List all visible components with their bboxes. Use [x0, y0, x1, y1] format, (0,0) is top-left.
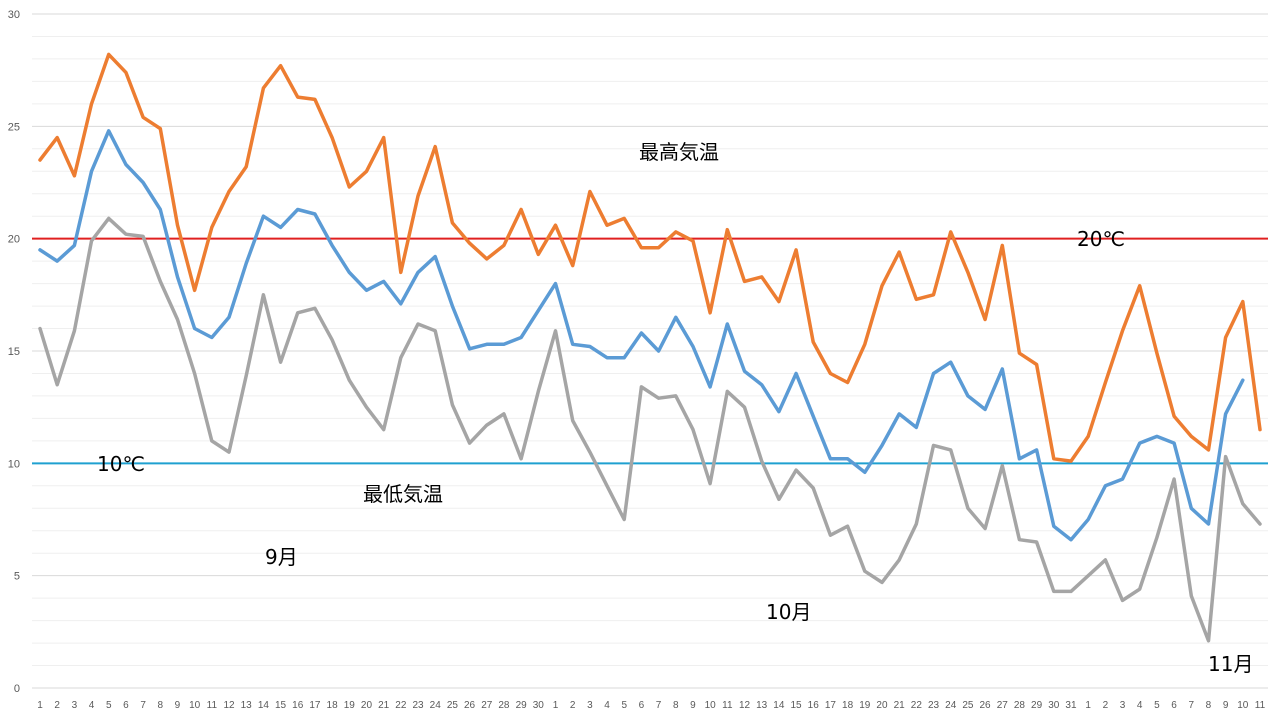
x-tick-label: 5 — [1154, 700, 1160, 711]
x-tick-label: 15 — [275, 700, 287, 711]
x-tick-label: 14 — [773, 700, 785, 711]
reference-lines — [32, 237, 1268, 465]
x-tick-label: 23 — [412, 700, 424, 711]
x-tick-label: 11 — [1255, 700, 1266, 711]
series-line-avg-temp — [38, 129, 1245, 542]
x-tick-label: 6 — [123, 700, 129, 711]
x-tick-label: 9 — [690, 700, 696, 711]
x-tick-label: 14 — [258, 700, 270, 711]
x-tick-label: 8 — [1206, 700, 1212, 711]
x-tick-label: 7 — [140, 700, 146, 711]
x-tick-label: 20 — [361, 700, 373, 711]
x-tick-label: 19 — [344, 700, 356, 711]
x-tick-label: 31 — [1065, 700, 1077, 711]
x-tick-label: 17 — [309, 700, 321, 711]
x-tick-label: 9 — [175, 700, 181, 711]
x-tick-label: 3 — [1120, 700, 1126, 711]
x-tick-label: 10 — [189, 700, 201, 711]
x-tick-label: 2 — [54, 700, 60, 711]
x-tick-label: 21 — [894, 700, 906, 711]
y-tick-label: 30 — [8, 9, 20, 21]
x-tick-label: 4 — [604, 700, 610, 711]
x-tick-label: 23 — [928, 700, 940, 711]
x-tick-label: 22 — [911, 700, 923, 711]
x-tick-label: 29 — [516, 700, 528, 711]
x-tick-label: 16 — [292, 700, 304, 711]
x-tick-label: 4 — [89, 700, 95, 711]
x-tick-label: 13 — [756, 700, 768, 711]
x-tick-label: 26 — [980, 700, 992, 711]
x-tick-label: 2 — [1103, 700, 1109, 711]
x-tick-label: 18 — [327, 700, 339, 711]
x-tick-label: 3 — [587, 700, 593, 711]
x-tick-label: 30 — [533, 700, 545, 711]
x-tick-label: 8 — [158, 700, 164, 711]
x-tick-label: 13 — [241, 700, 253, 711]
x-tick-label: 30 — [1048, 700, 1060, 711]
series-line-max-temp — [38, 52, 1262, 463]
annotation-october: 10月 — [766, 600, 811, 624]
series-line-min-temp — [38, 216, 1262, 643]
x-tick-label: 7 — [1188, 700, 1194, 711]
x-tick-label: 20 — [876, 700, 888, 711]
x-tick-label: 18 — [842, 700, 854, 711]
x-tick-label: 1 — [37, 700, 43, 711]
x-tick-label: 9 — [1223, 700, 1229, 711]
x-tick-label: 5 — [106, 700, 112, 711]
x-tick-label: 24 — [430, 700, 442, 711]
x-axis-ticks: 1 2 3 4 5 6 7 8 9 10 11 12 13 14 15 16 17 18 19 20 21 22 23 24 2… — [37, 700, 1265, 711]
x-tick-label: 21 — [378, 700, 390, 711]
x-tick-label: 7 — [656, 700, 662, 711]
x-tick-label: 16 — [808, 700, 820, 711]
x-tick-label: 26 — [464, 700, 476, 711]
x-tick-label: 10 — [705, 700, 717, 711]
x-tick-label: 11 — [722, 700, 733, 711]
x-tick-label: 22 — [395, 700, 407, 711]
x-tick-label: 11 — [207, 700, 218, 711]
y-tick-label: 0 — [14, 683, 20, 695]
y-tick-label: 10 — [8, 458, 20, 470]
x-tick-label: 1 — [553, 700, 559, 711]
annotation-november: 11月 — [1208, 652, 1253, 676]
x-tick-label: 25 — [447, 700, 459, 711]
y-tick-label: 15 — [8, 346, 20, 358]
x-tick-label: 24 — [945, 700, 957, 711]
ref-label-20: 20℃ — [1077, 227, 1125, 251]
y-tick-label: 20 — [8, 234, 20, 246]
x-tick-label: 27 — [481, 700, 493, 711]
x-tick-label: 12 — [223, 700, 235, 711]
x-tick-label: 6 — [639, 700, 645, 711]
x-tick-label: 28 — [1014, 700, 1026, 711]
x-tick-label: 29 — [1031, 700, 1043, 711]
annotation-min-temp: 最低気温 — [363, 482, 443, 506]
x-tick-label: 15 — [790, 700, 802, 711]
x-tick-label: 4 — [1137, 700, 1143, 711]
x-tick-label: 1 — [1085, 700, 1091, 711]
y-tick-label: 25 — [8, 121, 20, 133]
y-axis-ticks: 0 5 10 15 20 25 30 — [8, 9, 20, 695]
annotation-max-temp: 最高気温 — [639, 140, 719, 164]
x-tick-label: 3 — [72, 700, 78, 711]
series-lines — [38, 52, 1262, 643]
x-tick-label: 27 — [997, 700, 1009, 711]
x-tick-label: 19 — [859, 700, 871, 711]
x-tick-label: 5 — [621, 700, 627, 711]
x-tick-label: 12 — [739, 700, 751, 711]
annotation-september: 9月 — [265, 545, 298, 569]
gridlines — [32, 13, 1268, 689]
x-tick-label: 25 — [962, 700, 974, 711]
x-tick-label: 10 — [1237, 700, 1249, 711]
x-tick-label: 8 — [673, 700, 679, 711]
x-tick-label: 17 — [825, 700, 837, 711]
ref-label-10: 10℃ — [97, 452, 145, 476]
y-tick-label: 5 — [14, 571, 20, 583]
x-tick-label: 28 — [498, 700, 510, 711]
x-tick-label: 2 — [570, 700, 576, 711]
x-tick-label: 6 — [1171, 700, 1177, 711]
